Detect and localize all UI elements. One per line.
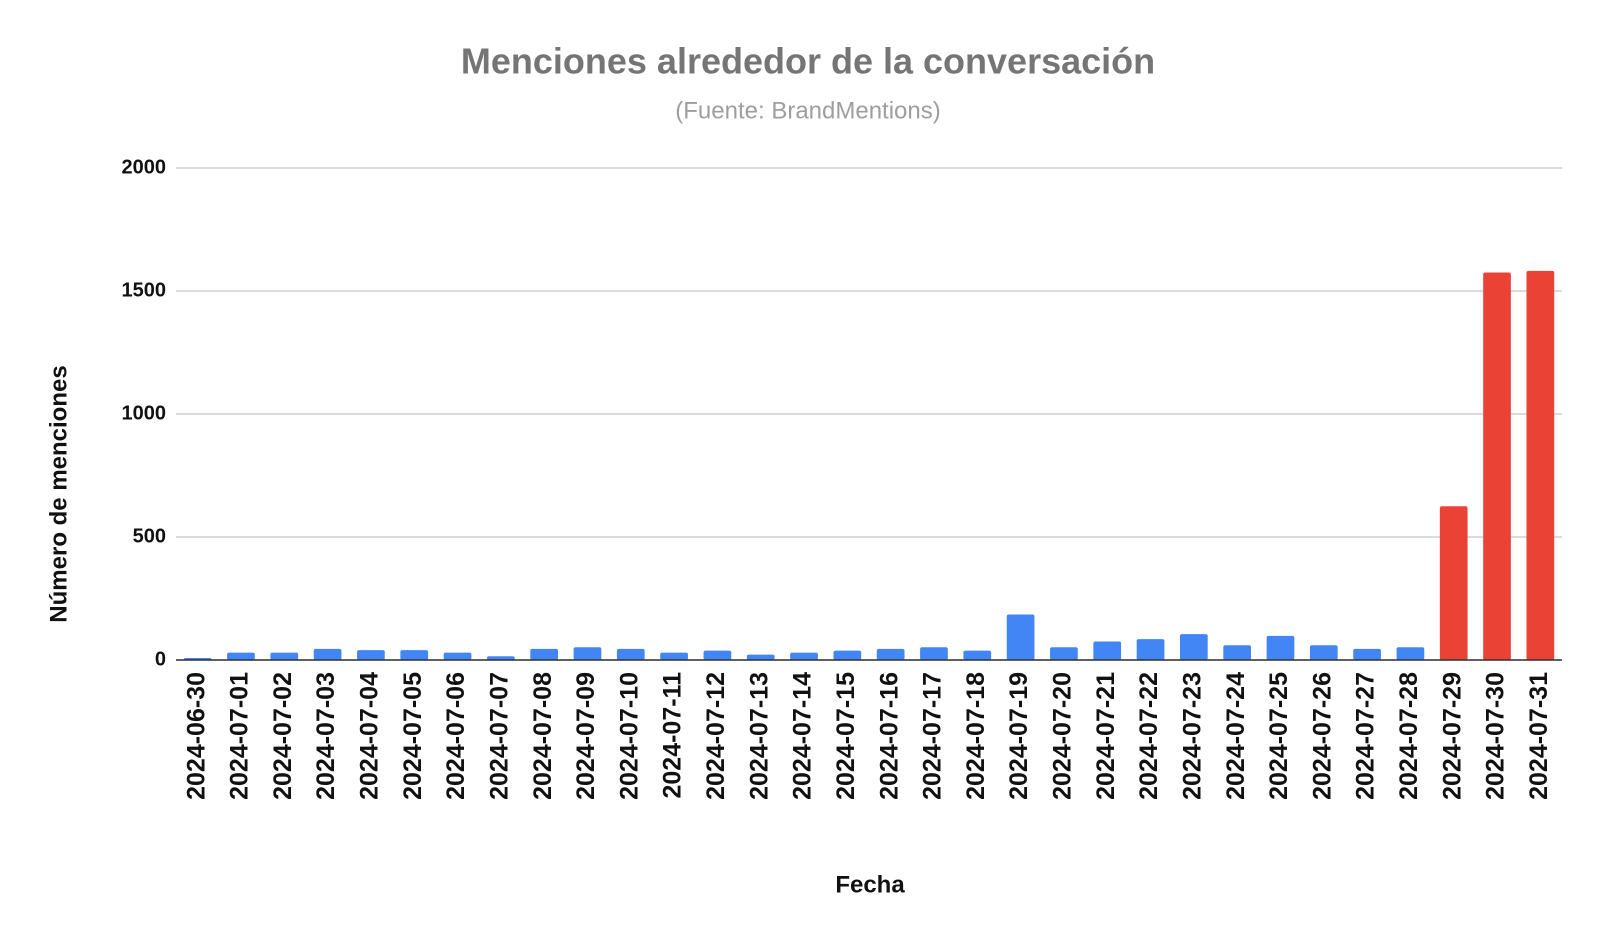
x-tick-label: 2024-07-06 <box>442 672 470 800</box>
x-tick-label: 2024-07-22 <box>1135 672 1163 800</box>
bar <box>270 652 299 660</box>
bar <box>876 648 905 660</box>
x-tick-label: 2024-07-26 <box>1308 672 1336 800</box>
bar <box>660 652 688 660</box>
bar <box>1179 634 1208 660</box>
x-tick-label: 2024-07-23 <box>1178 672 1206 800</box>
bar <box>1006 614 1035 660</box>
bar <box>616 648 645 660</box>
bar <box>1309 645 1338 660</box>
x-tick-label: 2024-07-04 <box>356 672 384 800</box>
y-tick-label: 1000 <box>122 402 167 424</box>
bar <box>1136 639 1165 660</box>
x-tick-label: 2024-07-29 <box>1438 672 1466 800</box>
x-tick-label: 2024-07-19 <box>1005 672 1033 800</box>
bar <box>227 652 255 660</box>
x-tick-label: 2024-07-31 <box>1525 672 1553 800</box>
x-tick-label: 2024-07-25 <box>1265 672 1293 800</box>
x-tick-label: 2024-07-02 <box>269 672 297 800</box>
x-tick-label: 2024-07-24 <box>1222 672 1250 800</box>
chart-subtitle: (Fuente: BrandMentions) <box>675 97 940 124</box>
x-tick-label: 2024-07-10 <box>615 672 643 800</box>
bar <box>357 650 385 660</box>
x-tick-label: 2024-07-07 <box>485 672 513 800</box>
bar <box>1483 272 1511 660</box>
bar <box>746 654 775 660</box>
bar <box>486 656 515 660</box>
bar <box>790 652 818 660</box>
x-tick-label: 2024-07-18 <box>962 672 990 800</box>
bar <box>1266 635 1295 660</box>
y-tick-label: 2000 <box>122 156 167 178</box>
x-tick-label: 2024-07-30 <box>1482 672 1510 800</box>
y-tick-label: 500 <box>133 525 166 547</box>
bar <box>1223 645 1252 660</box>
y-axis-title: Número de menciones <box>45 365 72 622</box>
x-tick-label: 2024-07-03 <box>312 672 340 800</box>
y-tick-label: 1500 <box>122 279 167 301</box>
bar <box>833 650 862 660</box>
x-tick-label: 2024-07-01 <box>226 672 254 800</box>
bar <box>1396 647 1425 660</box>
bar <box>920 647 948 660</box>
x-tick-label: 2024-07-16 <box>875 672 903 800</box>
x-tick-label: 2024-07-21 <box>1092 672 1120 800</box>
x-tick-label: 2024-07-15 <box>832 672 860 800</box>
bar <box>530 648 559 660</box>
bar <box>1050 647 1078 660</box>
y-tick-label: 0 <box>155 648 166 670</box>
bar <box>963 650 992 660</box>
x-tick-label: 2024-07-27 <box>1352 672 1380 800</box>
bar <box>1093 641 1122 660</box>
bar <box>400 650 429 660</box>
bar <box>313 648 342 660</box>
x-tick-label: 2024-07-28 <box>1395 672 1423 800</box>
bar <box>1439 506 1468 660</box>
x-axis-title: Fecha <box>835 871 905 898</box>
x-tick-label: 2024-07-14 <box>789 672 817 800</box>
x-tick-label: 2024-07-08 <box>529 672 557 800</box>
bar <box>703 650 732 660</box>
bar <box>443 652 472 660</box>
bar <box>1353 648 1381 660</box>
bar <box>573 647 602 660</box>
x-tick-label: 2024-06-30 <box>182 672 210 800</box>
chart-title: Menciones alrededor de la conversación <box>461 41 1155 82</box>
x-tick-label: 2024-07-17 <box>919 672 947 800</box>
x-tick-label: 2024-07-09 <box>572 672 600 800</box>
bar <box>1526 270 1555 660</box>
x-tick-label: 2024-07-13 <box>745 672 773 800</box>
x-tick-label: 2024-07-12 <box>702 672 730 800</box>
x-tick-label: 2024-07-11 <box>659 672 687 799</box>
x-tick-label: 2024-07-05 <box>399 672 427 800</box>
x-tick-label: 2024-07-20 <box>1049 672 1077 800</box>
